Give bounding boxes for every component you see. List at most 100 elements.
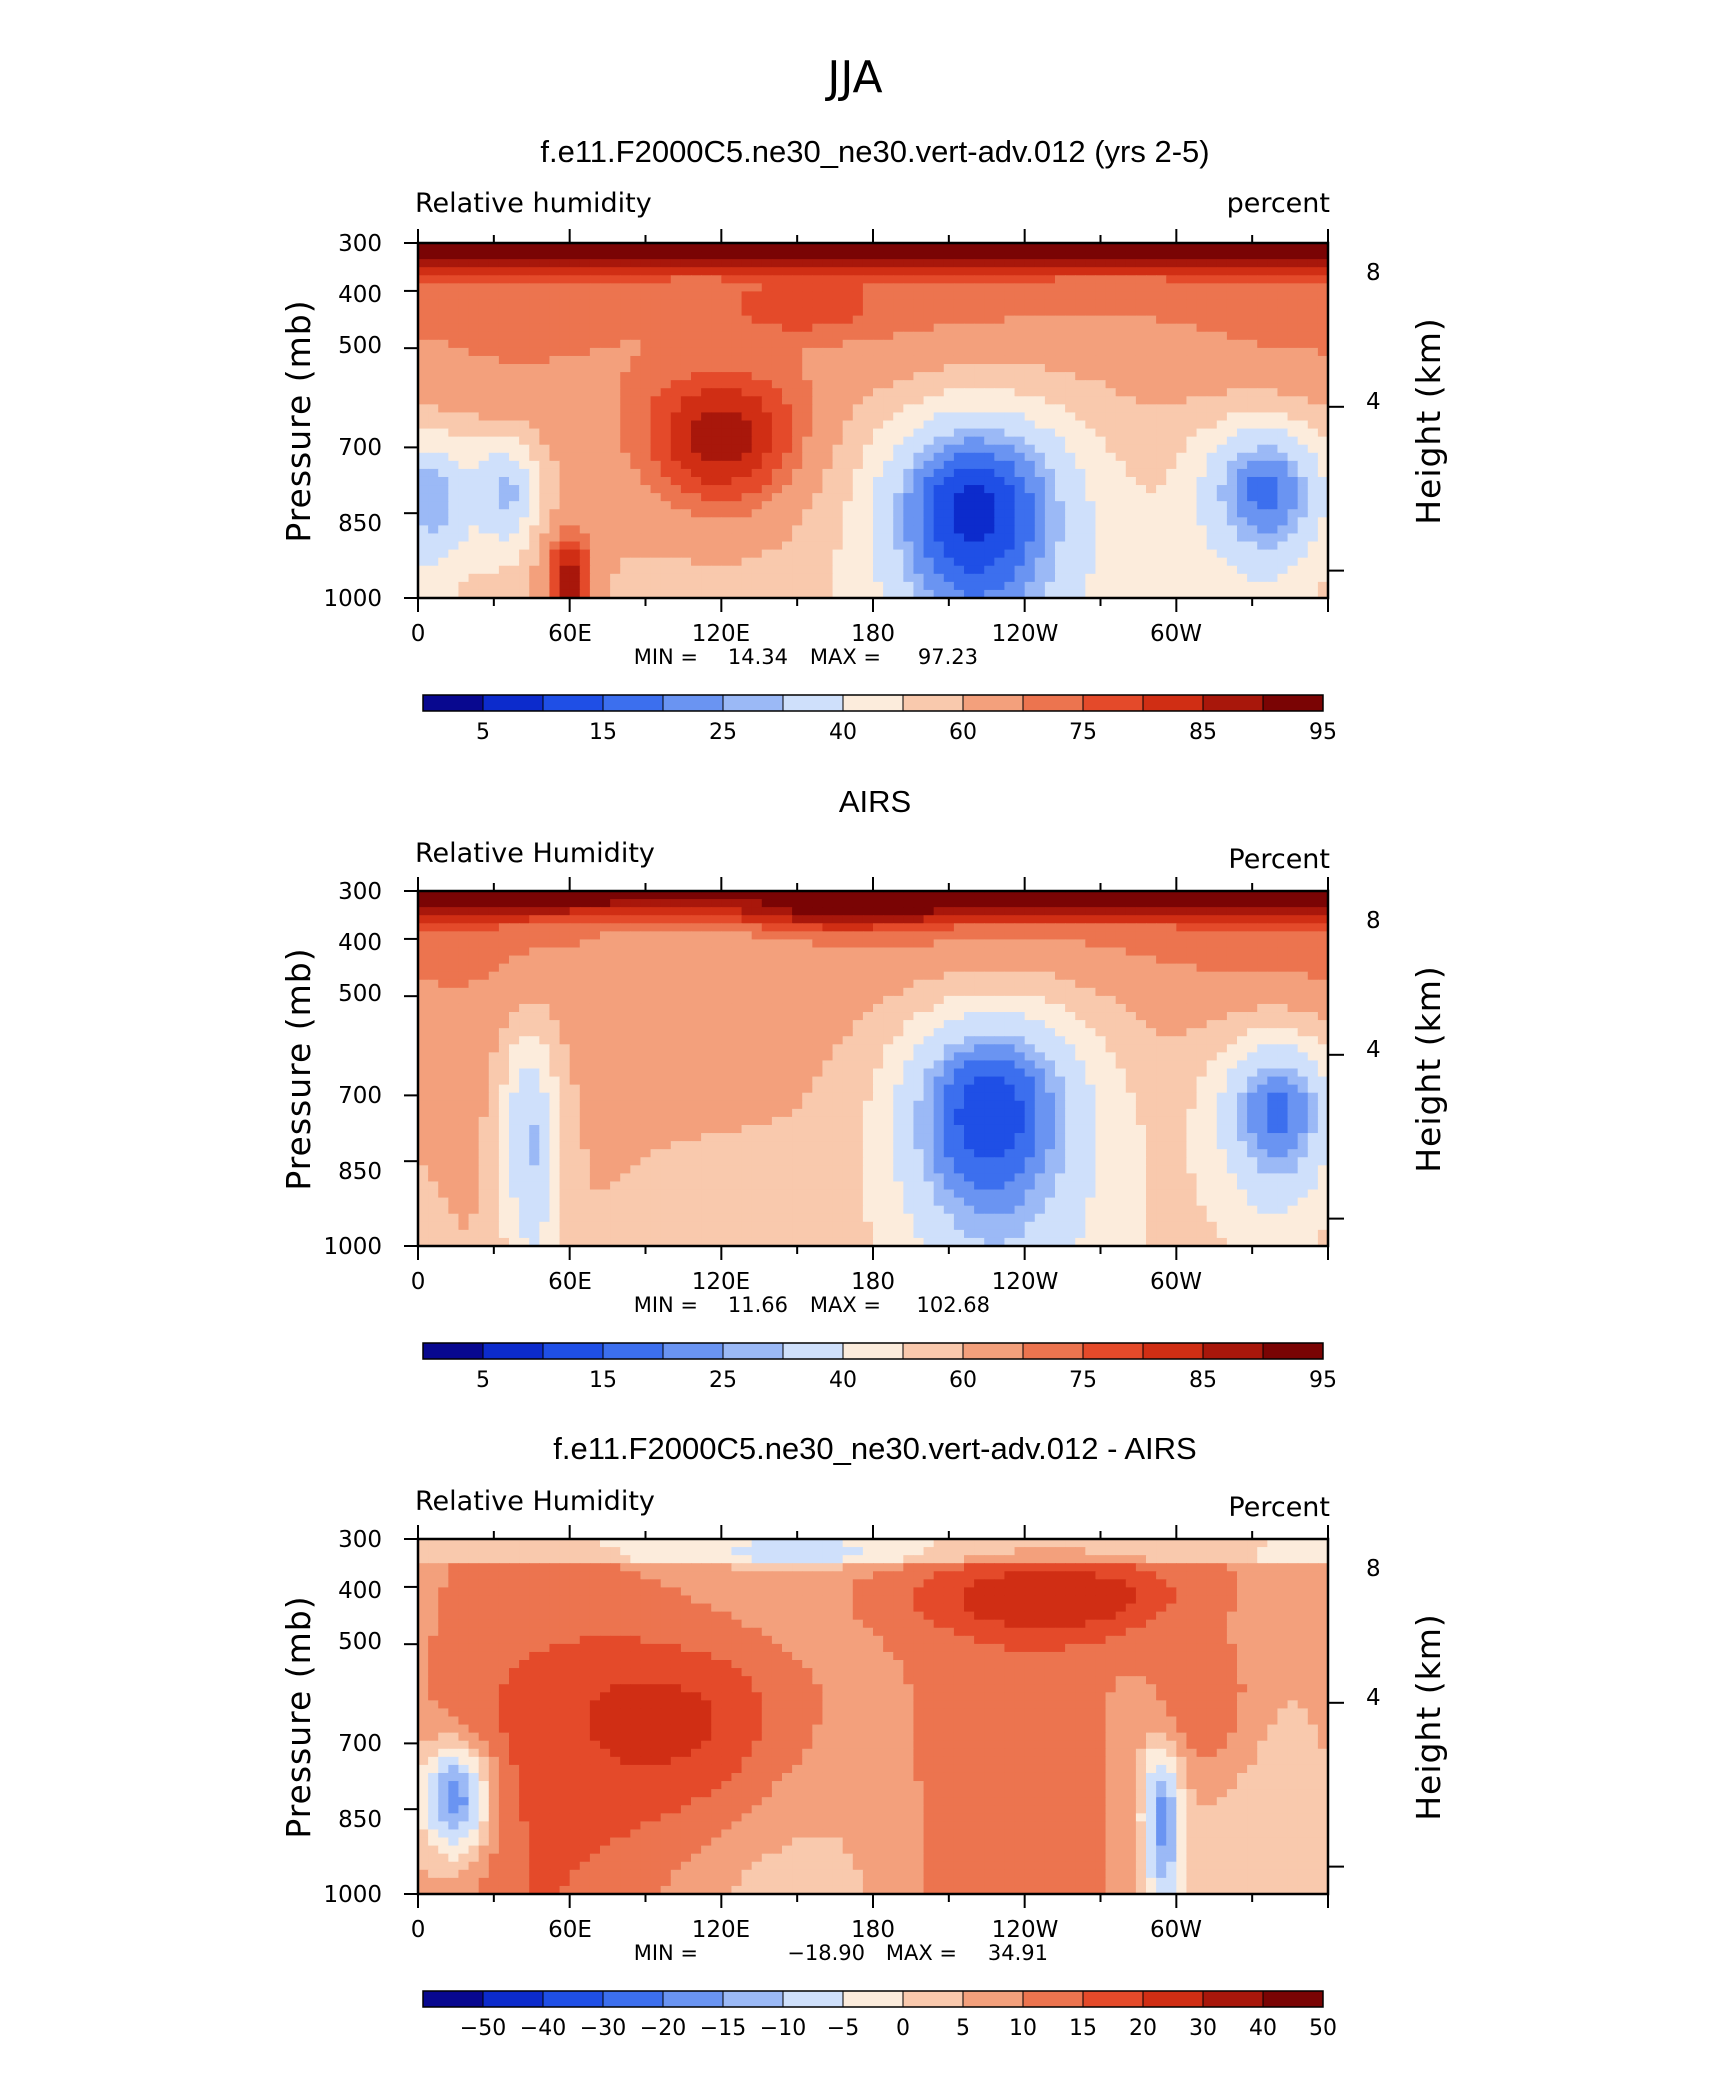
heatmap-cell — [630, 963, 642, 973]
heatmap-cell — [1206, 525, 1218, 535]
heatmap-cell — [448, 485, 460, 494]
heatmap-cell — [1176, 915, 1188, 924]
heatmap-cell — [1055, 436, 1066, 446]
heatmap-cell — [1206, 283, 1218, 293]
heatmap-cell — [589, 444, 601, 454]
heatmap-cell — [549, 947, 561, 957]
heatmap-cell — [620, 939, 631, 949]
heatmap-cell — [1267, 939, 1279, 949]
heatmap-cell — [832, 444, 844, 454]
heatmap-cell — [1237, 291, 1248, 301]
heatmap-cell — [943, 565, 955, 575]
heatmap-cell — [1287, 947, 1299, 957]
heatmap-cell — [1014, 396, 1026, 405]
heatmap-cell — [610, 347, 621, 357]
heatmap-cell — [620, 915, 631, 924]
heatmap-cell — [913, 468, 925, 478]
heatmap-cell — [903, 283, 915, 293]
heatmap-cell — [1075, 283, 1086, 293]
heatmap-cell — [438, 525, 449, 535]
heatmap-cell — [964, 573, 975, 583]
heatmap-cell — [1176, 275, 1188, 284]
heatmap-cell — [670, 355, 682, 365]
heatmap-cell — [812, 291, 824, 301]
heatmap-cell — [1125, 412, 1137, 422]
heatmap-cell — [1176, 493, 1188, 502]
heatmap-cell — [1014, 493, 1026, 502]
heatmap-cell — [792, 372, 803, 381]
heatmap-cell — [498, 947, 510, 957]
heatmap-cell — [579, 331, 591, 341]
heatmap-cell — [964, 251, 975, 260]
heatmap-cell — [660, 339, 672, 349]
heatmap-cell — [650, 267, 662, 276]
heatmap-cell — [498, 549, 510, 559]
heatmap-cell — [600, 307, 611, 317]
heatmap-cell — [559, 347, 571, 357]
heatmap-cell — [670, 931, 682, 941]
heatmap-cell — [1014, 452, 1026, 462]
heatmap-cell — [984, 589, 995, 599]
heatmap-cell — [953, 339, 965, 349]
heatmap-cell — [1226, 541, 1238, 551]
heatmap-cell — [1095, 251, 1107, 260]
heatmap-cell — [660, 971, 672, 981]
heatmap-cell — [691, 291, 702, 301]
heatmap-cell — [1105, 283, 1117, 293]
heatmap-cell — [1307, 339, 1319, 349]
heatmap-cell — [893, 501, 904, 510]
colorbar-swatch — [482, 694, 544, 712]
heatmap-cell — [741, 915, 753, 924]
heatmap-cell — [589, 891, 601, 900]
heatmap-cell — [1196, 468, 1208, 478]
heatmap-cell — [509, 251, 520, 260]
heatmap-cell — [1176, 509, 1188, 518]
heatmap-cell — [953, 476, 965, 486]
heatmap-cell — [650, 509, 662, 518]
heatmap-cell — [620, 963, 631, 973]
heatmap-cell — [630, 283, 642, 293]
heatmap-cell — [761, 299, 773, 309]
heatmap-cell — [862, 501, 874, 510]
panel-1-heatmap — [418, 891, 1329, 1247]
heatmap-cell — [610, 509, 621, 518]
heatmap-cell — [1176, 299, 1188, 309]
heatmap-cell — [852, 347, 864, 357]
heatmap-cell — [1307, 291, 1319, 301]
heatmap-cell — [1014, 509, 1026, 518]
heatmap-cell — [620, 476, 631, 486]
heatmap-cell — [1085, 404, 1097, 414]
heatmap-cell — [1125, 259, 1137, 268]
heatmap-cell — [1317, 493, 1329, 502]
heatmap-cell — [559, 525, 571, 535]
heatmap-cell — [1044, 493, 1056, 502]
heatmap-cell — [691, 331, 702, 341]
heatmap-cell — [569, 565, 581, 575]
heatmap-cell — [1105, 915, 1117, 924]
heatmap-cell — [1196, 388, 1208, 397]
heatmap-cell — [994, 557, 1006, 567]
heatmap-cell — [1024, 557, 1036, 567]
heatmap-cell — [448, 907, 460, 916]
heatmap-cell — [984, 380, 995, 389]
heatmap-cell — [418, 581, 429, 591]
heatmap-cell — [428, 420, 439, 430]
heatmap-cell — [579, 923, 591, 932]
heatmap-cell — [1226, 323, 1238, 333]
heatmap-cell — [741, 323, 753, 333]
heatmap-cell — [589, 541, 601, 551]
heatmap-cell — [519, 501, 530, 510]
heatmap-cell — [1267, 557, 1279, 567]
heatmap-cell — [438, 565, 449, 575]
heatmap-cell — [852, 396, 864, 405]
heatmap-cell — [741, 525, 753, 535]
heatmap-cell — [741, 939, 753, 949]
heatmap-cell — [933, 436, 945, 446]
heatmap-cell — [640, 420, 652, 430]
heatmap-cell — [549, 581, 561, 591]
heatmap-cell — [1034, 307, 1046, 317]
heatmap-cell — [1014, 525, 1026, 535]
heatmap-cell — [1237, 444, 1248, 454]
heatmap-cell — [468, 291, 480, 301]
heatmap-cell — [660, 963, 672, 973]
